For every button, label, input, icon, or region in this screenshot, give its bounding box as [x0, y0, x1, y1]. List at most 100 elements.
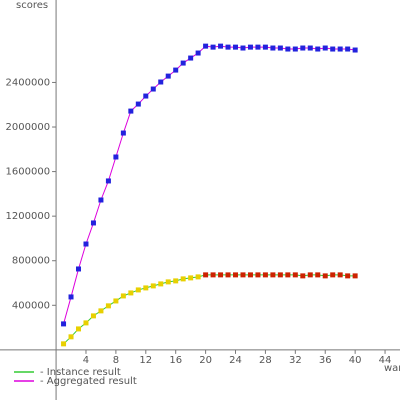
point: [330, 272, 336, 278]
point: [150, 86, 156, 92]
point: [285, 272, 291, 278]
point: [173, 278, 179, 284]
x-tick-label: 28: [259, 355, 272, 366]
point: [352, 47, 358, 53]
point: [345, 46, 351, 52]
point: [225, 44, 231, 50]
point: [337, 272, 343, 278]
x-tick-label: 44: [379, 355, 392, 366]
y-tick-label: 1600000: [6, 167, 51, 178]
point: [105, 178, 111, 184]
point: [262, 44, 268, 50]
point: [61, 321, 67, 327]
x-tick-label: 16: [169, 355, 182, 366]
point: [270, 272, 276, 278]
point: [240, 272, 246, 278]
point: [90, 313, 96, 319]
x-tick-label: 24: [229, 355, 242, 366]
point: [307, 272, 313, 278]
point: [165, 73, 171, 79]
point: [262, 272, 268, 278]
x-tick-label: 8: [113, 355, 119, 366]
point: [203, 43, 209, 49]
point: [233, 272, 239, 278]
point: [337, 46, 343, 52]
point: [247, 44, 253, 50]
point: [270, 45, 276, 51]
point: [76, 326, 82, 332]
point: [143, 285, 149, 291]
point: [113, 298, 119, 304]
point: [345, 273, 351, 279]
point: [105, 303, 111, 309]
series-line: [63, 274, 356, 345]
point: [83, 241, 89, 247]
legend-label: - Aggregated result: [40, 376, 137, 387]
point: [300, 45, 306, 51]
point: [315, 46, 321, 52]
point: [180, 276, 186, 282]
point: [315, 272, 321, 278]
point: [255, 44, 261, 50]
point: [330, 46, 336, 52]
point: [195, 50, 201, 56]
point: [255, 272, 261, 278]
point: [165, 279, 171, 285]
point: [218, 43, 224, 49]
x-tick-label: 20: [199, 355, 212, 366]
x-tick-label: 40: [349, 355, 362, 366]
y-tick-label: 800000: [12, 256, 50, 267]
point: [322, 45, 328, 51]
point: [173, 67, 179, 73]
point: [240, 45, 246, 51]
point: [68, 294, 74, 300]
point: [195, 274, 201, 280]
point: [203, 272, 209, 278]
point: [307, 45, 313, 51]
y-axis-label: scores: [16, 0, 48, 11]
point: [128, 108, 134, 114]
y-tick-label: 1200000: [6, 211, 51, 222]
point: [285, 46, 291, 52]
point: [277, 45, 283, 51]
y-tick-label: 2000000: [6, 122, 51, 133]
point: [292, 272, 298, 278]
point: [188, 275, 194, 281]
legend-label: - Instance result: [40, 367, 121, 378]
point: [83, 320, 89, 326]
point: [113, 154, 119, 160]
point: [188, 55, 194, 61]
y-tick-label: 400000: [12, 300, 50, 311]
point: [233, 44, 239, 50]
point: [158, 281, 164, 287]
x-tick-label: 36: [319, 355, 332, 366]
point: [61, 341, 67, 347]
point: [180, 60, 186, 66]
y-tick-label: 2400000: [6, 77, 51, 88]
point: [143, 93, 149, 99]
point: [352, 273, 358, 279]
point: [210, 272, 216, 278]
x-tick-label: 12: [139, 355, 152, 366]
series-line: [63, 45, 356, 325]
point: [128, 290, 134, 296]
point: [98, 197, 104, 203]
point: [76, 266, 82, 272]
point: [158, 79, 164, 85]
point: [135, 287, 141, 293]
x-tick-label: 32: [289, 355, 302, 366]
point: [247, 272, 253, 278]
point: [120, 130, 126, 136]
point: [120, 293, 126, 299]
point: [210, 44, 216, 50]
point: [322, 273, 328, 279]
point: [277, 272, 283, 278]
point: [90, 220, 96, 226]
point: [292, 46, 298, 52]
point: [150, 283, 156, 289]
x-axis-label: war: [384, 363, 400, 374]
x-tick-label: 4: [83, 355, 89, 366]
point: [225, 272, 231, 278]
point: [218, 272, 224, 278]
